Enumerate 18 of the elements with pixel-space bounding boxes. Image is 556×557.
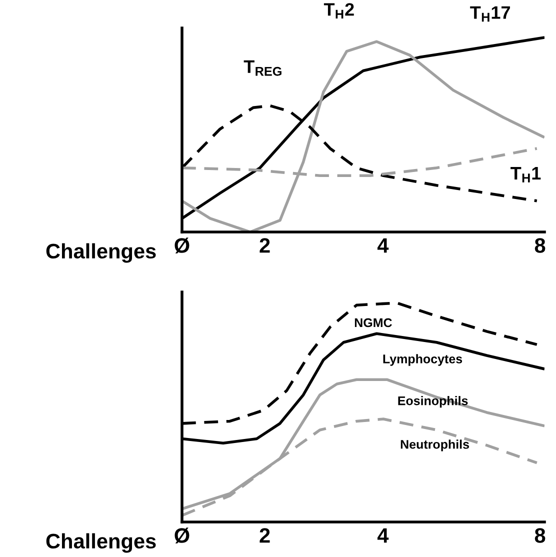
x-tick-label: 4 [377,528,389,543]
series-label: T$_{H}$17 [470,6,510,22]
series-label: Eosinophils [398,396,468,408]
x-tick-label: 2 [260,238,270,253]
x-tick-label: Ø [174,238,190,254]
x-tick-label: 4 [377,238,389,253]
x-tick-label: 8 [534,528,546,543]
series-label: T$_{REG}$ [244,60,282,76]
x-tick-label: Ø [174,528,190,544]
series-label: Neutrophils [400,440,469,452]
x-tick-label: 2 [260,528,270,543]
series-label: T$_{H}$1 [510,167,541,182]
series-label: NGMC [354,318,392,328]
x-tick-label: 8 [534,238,546,253]
x-axis-title: Challenges [46,533,156,553]
x-axis-title: Challenges [46,243,156,263]
series-label: T$_{H}$2 [324,3,354,19]
series-label: Lymphocytes [383,354,462,366]
